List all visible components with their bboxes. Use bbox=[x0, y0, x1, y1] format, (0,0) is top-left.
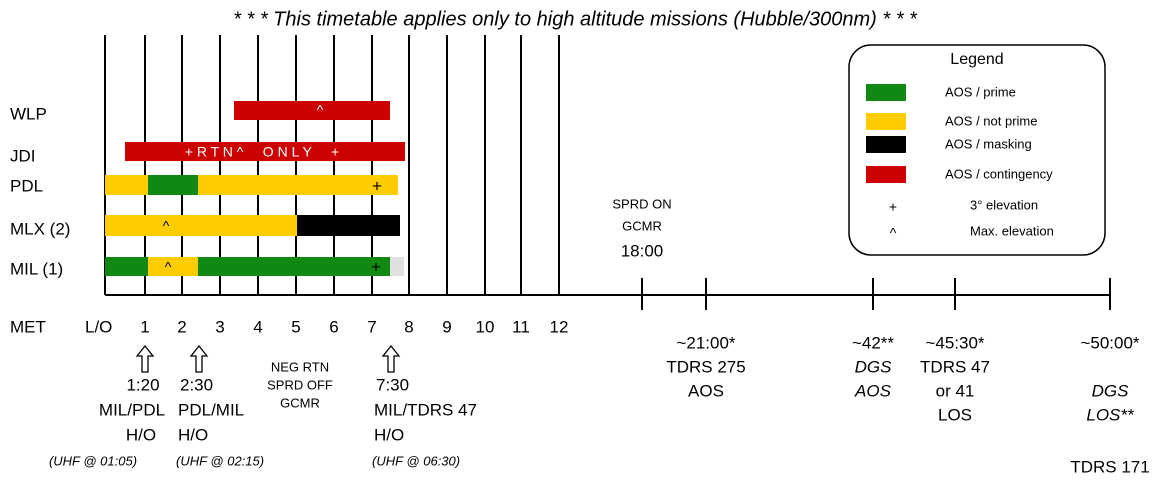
tick-label: 3 bbox=[215, 317, 224, 336]
tick-label: 6 bbox=[329, 317, 338, 336]
handover-uhf: (UHF @ 01:05) bbox=[49, 453, 137, 468]
handover-uhf: (UHF @ 06:30) bbox=[372, 453, 460, 468]
arrow bbox=[189, 344, 209, 373]
handover-ho: H/O bbox=[126, 425, 156, 444]
legend-entry: AOS / contingency bbox=[945, 166, 1053, 181]
legend: Legend AOS / prime AOS / not prime AOS /… bbox=[848, 44, 1106, 256]
bar-mark: + bbox=[372, 176, 382, 195]
annotation: GCMR bbox=[280, 395, 320, 410]
handover-text: PDL/MIL bbox=[178, 400, 244, 419]
legend-entry: AOS / masking bbox=[945, 136, 1032, 151]
grid bbox=[104, 35, 1111, 310]
bar bbox=[105, 175, 148, 195]
bar bbox=[105, 215, 297, 236]
legend-swatch bbox=[866, 84, 906, 101]
legend-symbol: + bbox=[889, 199, 897, 215]
handover-uhf: (UHF @ 02:15) bbox=[176, 453, 264, 468]
arrows bbox=[135, 344, 401, 373]
annotation: NEG RTN bbox=[271, 359, 329, 374]
row-label: WLP bbox=[10, 104, 47, 123]
bar-mark: ^ bbox=[165, 259, 172, 275]
tick-label: 1 bbox=[140, 317, 149, 336]
row-label: PDL bbox=[10, 176, 43, 195]
legend-entry: Max. elevation bbox=[970, 223, 1054, 238]
bar bbox=[125, 142, 405, 161]
tick-label: 5 bbox=[291, 317, 300, 336]
event-text: DGS bbox=[855, 357, 893, 376]
handover-ho: H/O bbox=[374, 425, 404, 444]
annotation: GCMR bbox=[622, 218, 662, 233]
annotation: 18:00 bbox=[621, 241, 664, 260]
handover-text: MIL/TDRS 47 bbox=[374, 400, 477, 419]
event-text: LOS bbox=[938, 405, 972, 424]
annotation: SPRD ON bbox=[612, 196, 671, 211]
row-label: JDI bbox=[10, 146, 36, 165]
event-text: LOS** bbox=[1086, 405, 1135, 424]
legend-box bbox=[848, 44, 1106, 256]
bar-mark: ^ bbox=[163, 218, 170, 234]
event-time: ~45:30* bbox=[925, 333, 984, 352]
event-text: TDRS 275 bbox=[666, 357, 745, 376]
arrow bbox=[381, 344, 401, 373]
legend-swatch bbox=[866, 113, 906, 130]
tick-label: 9 bbox=[442, 317, 451, 336]
row-label: MIL (1) bbox=[10, 259, 63, 278]
legend-entry: AOS / not prime bbox=[945, 113, 1037, 128]
bar-mark: + R T N ^ O N L Y + bbox=[185, 144, 339, 160]
event-text: TDRS 47 bbox=[920, 357, 990, 376]
bar bbox=[390, 257, 404, 276]
legend-entry: AOS / prime bbox=[945, 84, 1016, 99]
tick-label: 4 bbox=[253, 317, 262, 336]
bar-mark: + bbox=[371, 257, 381, 276]
legend-title: Legend bbox=[950, 51, 1003, 68]
event-time: ~42** bbox=[852, 333, 894, 352]
tick-label: 12 bbox=[550, 317, 569, 336]
row-label: MLX (2) bbox=[10, 219, 70, 238]
handover-time: 1:20 bbox=[126, 375, 159, 394]
bar bbox=[198, 175, 398, 195]
axis-label: MET bbox=[10, 317, 46, 336]
bar bbox=[198, 257, 390, 276]
bars: ^ + R T N ^ O N L Y + + ^ ^ + bbox=[105, 101, 405, 276]
bar bbox=[297, 215, 400, 236]
tick-label: 8 bbox=[404, 317, 413, 336]
legend-entry: 3° elevation bbox=[970, 197, 1038, 212]
event-time: ~50:00* bbox=[1080, 333, 1139, 352]
legend-symbol: ^ bbox=[890, 225, 897, 241]
legend-swatch bbox=[866, 136, 906, 153]
bar bbox=[234, 101, 390, 120]
bar bbox=[105, 257, 148, 276]
event-text: AOS bbox=[688, 381, 724, 400]
handover-text: MIL/PDL bbox=[99, 400, 165, 419]
bar bbox=[148, 257, 198, 276]
legend-swatch bbox=[866, 166, 906, 183]
tick-label: 10 bbox=[476, 317, 495, 336]
annotation: SPRD OFF bbox=[267, 377, 333, 392]
bar bbox=[148, 175, 198, 195]
handover-time: 7:30 bbox=[376, 375, 409, 394]
arrow bbox=[135, 344, 155, 373]
axis-labels: MET L/O 1 2 3 4 5 6 7 8 9 10 11 12 bbox=[10, 317, 568, 336]
handover-ho: H/O bbox=[178, 425, 208, 444]
axis-start: L/O bbox=[85, 317, 112, 336]
bar-mark: ^ bbox=[317, 102, 324, 118]
handover-time: 2:30 bbox=[180, 375, 213, 394]
tick-label: 7 bbox=[367, 317, 376, 336]
tick-label: 11 bbox=[512, 317, 530, 336]
event-time: ~21:00* bbox=[676, 333, 735, 352]
footer: TDRS 171 bbox=[1070, 457, 1149, 476]
event-text: DGS bbox=[1092, 381, 1130, 400]
event-text: or 41 bbox=[936, 381, 975, 400]
tick-label: 2 bbox=[177, 317, 186, 336]
event-text: AOS bbox=[854, 381, 892, 400]
title: * * * This timetable applies only to hig… bbox=[233, 8, 918, 30]
